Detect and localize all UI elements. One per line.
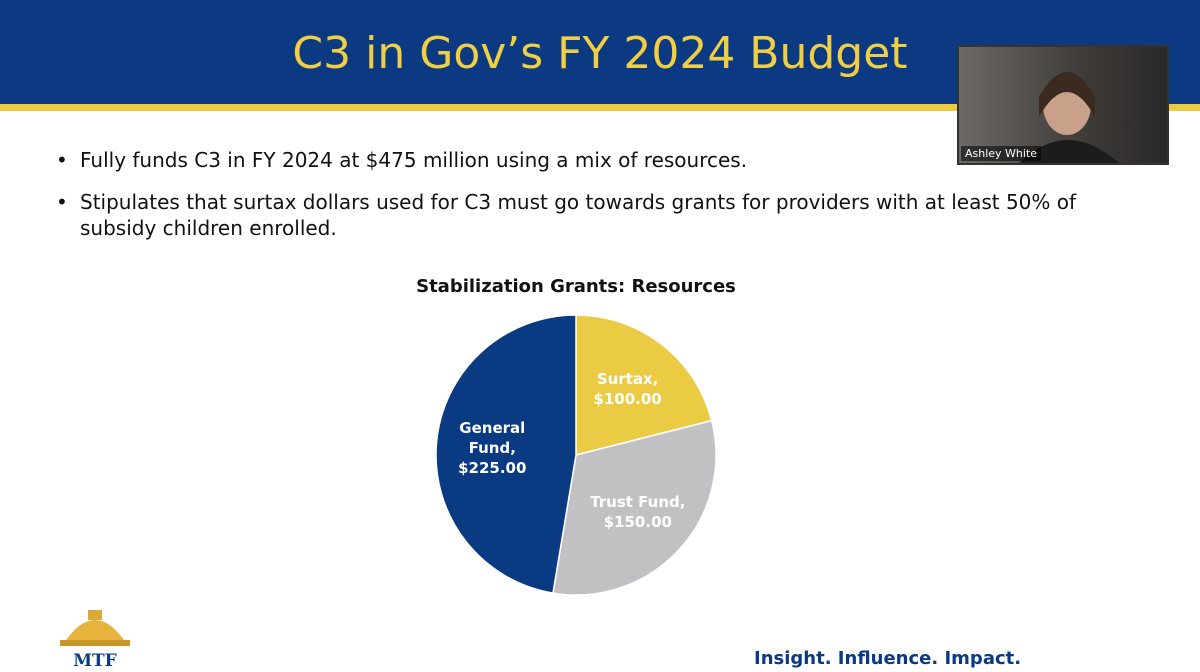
slice-value: $100.00 bbox=[593, 389, 662, 408]
slice-category: Surtax, bbox=[596, 369, 659, 388]
pie-slice bbox=[552, 419, 717, 596]
slice-category: General Fund, bbox=[459, 419, 526, 458]
slice-category: Trust Fund, bbox=[590, 492, 686, 511]
slice-label: General Fund, $225.00 bbox=[452, 418, 532, 478]
video-tile: Ashley White bbox=[957, 45, 1169, 165]
slice-value: $150.00 bbox=[603, 512, 672, 531]
pie-slice bbox=[575, 314, 713, 456]
logo-text: MTF bbox=[73, 651, 117, 671]
bullet: • Fully funds C3 in FY 2024 at $475 milli… bbox=[56, 148, 748, 172]
chart-title: Stabilization Grants: Resources bbox=[416, 276, 736, 297]
logo: MTF bbox=[60, 610, 130, 671]
slice-value: $225.00 bbox=[458, 459, 527, 478]
bullet-text: Fully funds C3 in FY 2024 at $475 millio… bbox=[80, 148, 748, 172]
header-stripe bbox=[0, 104, 1200, 111]
bullet-text: Stipulates that surtax dollars used for … bbox=[80, 190, 1077, 240]
participant bbox=[1019, 72, 1119, 163]
tagline: Insight. Influence. Impact. bbox=[754, 648, 1022, 669]
slice-label: Surtax, $100.00 bbox=[583, 369, 673, 409]
slide-title: C3 in Gov’s FY 2024 Budget bbox=[292, 28, 908, 79]
pie-slice bbox=[435, 314, 577, 594]
bullet: • Stipulates that surtax dollars used for… bbox=[56, 189, 1116, 241]
participant-name: Ashley White bbox=[961, 146, 1042, 161]
slice-label: Trust Fund, $150.00 bbox=[578, 492, 698, 532]
